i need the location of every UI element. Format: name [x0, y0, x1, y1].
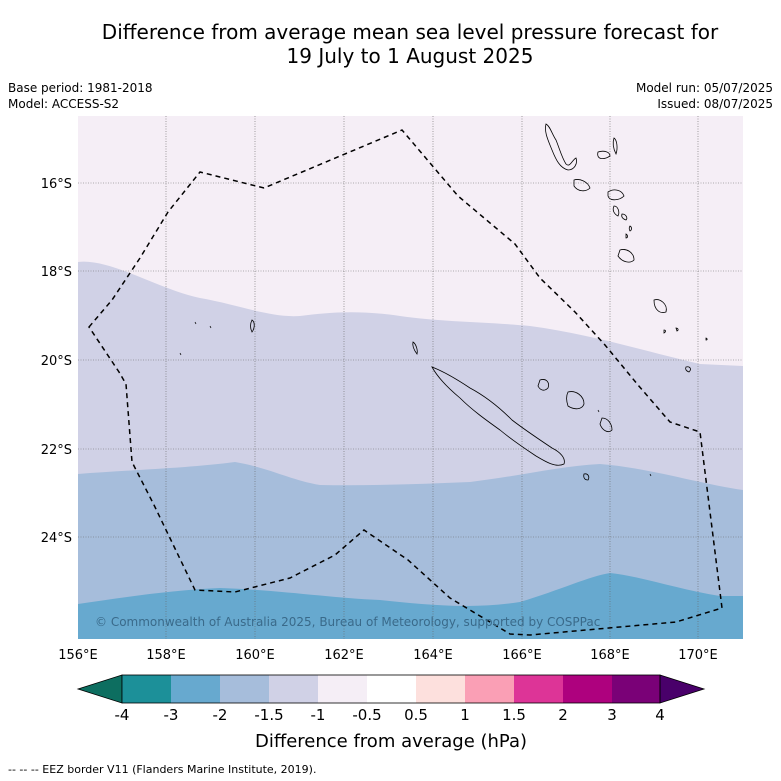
colorbar-segment [367, 675, 416, 703]
lat-label: 18°S [41, 265, 72, 280]
colorbar-segment [220, 675, 269, 703]
map-area: © Commonwealth of Australia 2025, Bureau… [78, 116, 743, 639]
base-period: Base period: 1981-2018 [8, 81, 153, 95]
colorbar-segment [122, 675, 171, 703]
colorbar-tick-label: -3 [164, 706, 179, 724]
colorbar-tick-label: 0.5 [404, 706, 428, 724]
map-title-line2: 19 July to 1 August 2025 [286, 44, 534, 68]
colorbar-tick-label: 4 [655, 706, 665, 724]
lon-label: 162°E [324, 648, 364, 663]
colorbar-tick-label: -2 [213, 706, 228, 724]
eez-legend: -- -- -- EEZ border V11 (Flanders Marine… [8, 763, 317, 776]
eez-border [88, 129, 723, 636]
colorbar-segment [171, 675, 220, 703]
issued-date: Issued: 08/07/2025 [657, 97, 773, 111]
lat-label: 20°S [41, 354, 72, 369]
colorbar-segment [465, 675, 514, 703]
lon-label: 158°E [146, 648, 186, 663]
colorbar-extend-high [659, 674, 706, 704]
lon-label: 156°E [58, 648, 98, 663]
colorbar-tick-label: 1 [460, 706, 470, 724]
colorbar-tick-label: -0.5 [352, 706, 381, 724]
colorbar-segment [563, 675, 612, 703]
colorbar-extend-low [76, 674, 123, 704]
lon-label: 170°E [678, 648, 718, 663]
lon-label: 160°E [235, 648, 275, 663]
colorbar-tick-label: -1.5 [254, 706, 283, 724]
gridlines [78, 116, 743, 639]
latitude-labels: 16°S 18°S 20°S 22°S 24°S [41, 177, 72, 546]
lon-label: 168°E [590, 648, 630, 663]
colorbar-segment [416, 675, 465, 703]
new-caledonia-island [431, 366, 565, 466]
colorbar [76, 674, 706, 704]
model-name: Model: ACCESS-S2 [8, 97, 120, 111]
colorbar-segment [269, 675, 318, 703]
colorbar-segment [318, 675, 367, 703]
colorbar-ticks: -4 -3 -2 -1.5 -1 -0.5 0.5 1 1.5 2 3 4 [115, 706, 665, 724]
colorbar-tick-label: 1.5 [502, 706, 526, 724]
lat-label: 22°S [41, 443, 72, 458]
lon-label: 166°E [502, 648, 542, 663]
colorbar-segment [514, 675, 563, 703]
colorbar-tick-label: 3 [607, 706, 617, 724]
longitude-labels: 156°E 158°E 160°E 162°E 164°E 166°E 168°… [58, 648, 718, 663]
lon-label: 164°E [413, 648, 453, 663]
lat-label: 16°S [41, 177, 72, 192]
colorbar-segment [612, 675, 660, 703]
colorbar-tick-label: 2 [558, 706, 568, 724]
coastlines [179, 123, 708, 481]
lat-label: 24°S [41, 531, 72, 546]
map-copyright: © Commonwealth of Australia 2025, Bureau… [95, 615, 600, 629]
colorbar-tick-label: -4 [115, 706, 130, 724]
colorbar-tick-label: -1 [311, 706, 326, 724]
model-run: Model run: 05/07/2025 [635, 81, 773, 95]
map-title-line1: Difference from average mean sea level p… [101, 20, 719, 44]
colorbar-label: Difference from average (hPa) [255, 731, 527, 752]
